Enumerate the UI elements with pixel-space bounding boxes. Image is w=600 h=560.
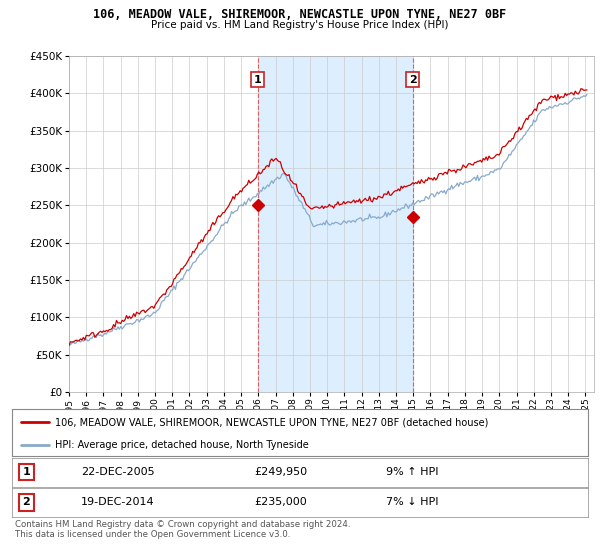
Text: 9% ↑ HPI: 9% ↑ HPI <box>386 467 439 477</box>
Text: 106, MEADOW VALE, SHIREMOOR, NEWCASTLE UPON TYNE, NE27 0BF (detached house): 106, MEADOW VALE, SHIREMOOR, NEWCASTLE U… <box>55 417 488 427</box>
Text: 7% ↓ HPI: 7% ↓ HPI <box>386 497 439 507</box>
Text: 22-DEC-2005: 22-DEC-2005 <box>81 467 155 477</box>
Bar <box>258 56 413 392</box>
Text: £235,000: £235,000 <box>254 497 307 507</box>
Text: £249,950: £249,950 <box>254 467 307 477</box>
Text: 2: 2 <box>23 497 30 507</box>
Text: Price paid vs. HM Land Registry's House Price Index (HPI): Price paid vs. HM Land Registry's House … <box>151 20 449 30</box>
Text: 2: 2 <box>409 74 416 85</box>
Text: 1: 1 <box>254 74 262 85</box>
Text: 19-DEC-2014: 19-DEC-2014 <box>81 497 155 507</box>
Text: HPI: Average price, detached house, North Tyneside: HPI: Average price, detached house, Nort… <box>55 440 309 450</box>
Text: Contains HM Land Registry data © Crown copyright and database right 2024.
This d: Contains HM Land Registry data © Crown c… <box>15 520 350 539</box>
Text: 106, MEADOW VALE, SHIREMOOR, NEWCASTLE UPON TYNE, NE27 0BF: 106, MEADOW VALE, SHIREMOOR, NEWCASTLE U… <box>94 8 506 21</box>
Text: 1: 1 <box>23 467 30 477</box>
